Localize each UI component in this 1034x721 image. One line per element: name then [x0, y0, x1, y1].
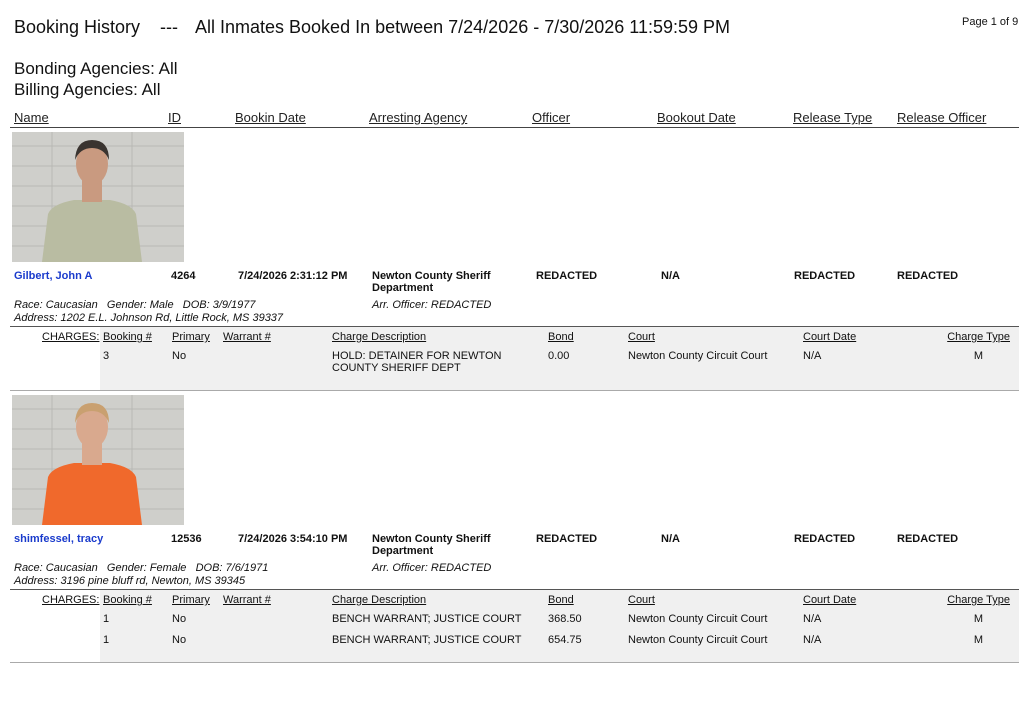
address: Address: 3196 pine bluff rd, Newton, MS …	[14, 575, 246, 587]
primary: No	[172, 350, 187, 362]
id: 4264	[171, 270, 196, 282]
id: 12536	[171, 533, 202, 545]
report-title: Booking History	[14, 17, 141, 37]
bookin-date: 7/24/2026 2:31:12 PM	[238, 270, 348, 282]
charge-column-header: Booking #	[103, 331, 152, 343]
charges-background	[100, 590, 1019, 662]
court-date: N/A	[803, 634, 822, 646]
charges-table: CHARGES: Booking # Primary Warrant # Charge …	[10, 589, 1019, 663]
charges-header: CHARGES: Booking # Primary Warrant # Charge …	[10, 590, 1019, 610]
demographics: Race: Caucasian Gender: Female DOB: 7/6/…	[14, 562, 269, 574]
charge-column-header: Court	[628, 331, 655, 343]
bookout-date: N/A	[661, 533, 680, 545]
page-number: Page 1 of 9	[962, 16, 1019, 28]
report-range: All Inmates Booked In between 7/24/2026 …	[195, 17, 731, 37]
column-header: Name	[14, 110, 49, 125]
address: Address: 1202 E.L. Johnson Rd, Little Ro…	[14, 312, 284, 324]
charge-type: M	[973, 634, 983, 646]
charge-column-header: Charge Description	[332, 331, 427, 343]
charge-type: M	[973, 613, 983, 625]
bond: 654.75	[548, 634, 582, 646]
inmate-record: Gilbert, John A 4264 7/24/2026 2:31:12 PM N…	[10, 132, 1019, 391]
release-officer: REDACTED	[897, 533, 959, 545]
charge-column-header: CHARGES:	[42, 331, 100, 343]
charge-description: BENCH WARRANT; JUSTICE COURT	[332, 634, 522, 646]
officer: REDACTED	[536, 533, 598, 545]
record-main-row: Gilbert, John A 4264 7/24/2026 2:31:12 PM N…	[10, 270, 1019, 299]
primary: No	[172, 634, 187, 646]
charge-column-header: Primary	[172, 331, 210, 343]
charges-table: CHARGES: Booking # Primary Warrant # Charge …	[10, 326, 1019, 391]
primary: No	[172, 613, 187, 625]
bookin-date: 7/24/2026 3:54:10 PM	[238, 533, 348, 545]
column-header: Officer	[532, 110, 571, 125]
court-date: N/A	[803, 613, 822, 625]
charge-row: 1 No BENCH WARRANT; JUSTICE COURT 368.50 New…	[10, 610, 1019, 631]
release-type: REDACTED	[794, 533, 856, 545]
bond: 368.50	[548, 613, 582, 625]
charge-type: M	[973, 350, 983, 362]
mugshot	[12, 132, 184, 262]
charge-column-header: Charge Type	[947, 594, 1010, 606]
arresting-officer: Arr. Officer: REDACTED	[372, 299, 492, 311]
charge-column-header: Primary	[172, 594, 210, 606]
booking: 1	[103, 613, 110, 625]
charge-column-header: Booking #	[103, 594, 152, 606]
charge-column-header: Warrant #	[223, 331, 271, 343]
charge-column-header: Charge Description	[332, 594, 427, 606]
charge-column-header: Bond	[548, 331, 574, 343]
column-header: Arresting Agency	[369, 110, 468, 125]
release-type: REDACTED	[794, 270, 856, 282]
officer: REDACTED	[536, 270, 598, 282]
bonding-agencies: Bonding Agencies: All	[14, 59, 178, 78]
release-officer: REDACTED	[897, 270, 959, 282]
records: Gilbert, John A 4264 7/24/2026 2:31:12 PM N…	[10, 128, 1019, 663]
charge-column-header: Charge Type	[947, 331, 1010, 343]
column-header: Bookin Date	[235, 110, 306, 125]
column-header: Release Type	[793, 110, 873, 125]
record-details: Race: Caucasian Gender: Female DOB: 7/6/…	[10, 562, 1019, 589]
charge-row: 1 No BENCH WARRANT; JUSTICE COURT 654.75 New…	[10, 631, 1019, 652]
charge-column-header: Warrant #	[223, 594, 271, 606]
booking: 1	[103, 634, 110, 646]
charges-background	[100, 327, 1019, 390]
column-header: Release Officer	[897, 110, 987, 125]
bookout-date: N/A	[661, 270, 680, 282]
charge-description: HOLD: DETAINER FOR NEWTON COUNTY SHERIFF…	[332, 350, 502, 374]
column-header: Bookout Date	[657, 110, 736, 125]
record-details: Race: Caucasian Gender: Male DOB: 3/9/19…	[10, 299, 1019, 326]
bond: 0.00	[548, 350, 570, 362]
name: Gilbert, John A	[14, 270, 93, 282]
arresting-agency: Newton County Sheriff Department	[372, 533, 491, 557]
mugshot	[12, 395, 184, 525]
court: Newton County Circuit Court	[628, 613, 768, 625]
column-header: ID	[168, 110, 181, 125]
charge-row: 3 No HOLD: DETAINER FOR NEWTON COUNTY SHER…	[10, 347, 1019, 380]
arresting-agency: Newton County Sheriff Department	[372, 270, 491, 294]
charge-column-header: Court Date	[803, 331, 857, 343]
billing-agencies: Billing Agencies: All	[14, 80, 161, 99]
inmate-record: shimfessel, tracy 12536 7/24/2026 3:54:10 …	[10, 395, 1019, 663]
demographics: Race: Caucasian Gender: Male DOB: 3/9/19…	[14, 299, 256, 311]
charge-column-header: CHARGES:	[42, 594, 100, 606]
charges-header: CHARGES: Booking # Primary Warrant # Charge …	[10, 327, 1019, 347]
name: shimfessel, tracy	[14, 533, 104, 545]
charge-description: BENCH WARRANT; JUSTICE COURT	[332, 613, 522, 625]
court: Newton County Circuit Court	[628, 350, 768, 362]
charge-column-header: Court Date	[803, 594, 857, 606]
court: Newton County Circuit Court	[628, 634, 768, 646]
arresting-officer: Arr. Officer: REDACTED	[372, 562, 492, 574]
court-date: N/A	[803, 350, 822, 362]
charge-column-header: Bond	[548, 594, 574, 606]
header-rule	[10, 127, 1019, 128]
booking: 3	[103, 350, 110, 362]
record-main-row: shimfessel, tracy 12536 7/24/2026 3:54:10 …	[10, 533, 1019, 562]
charge-column-header: Court	[628, 594, 655, 606]
title-separator: ---	[160, 17, 178, 37]
